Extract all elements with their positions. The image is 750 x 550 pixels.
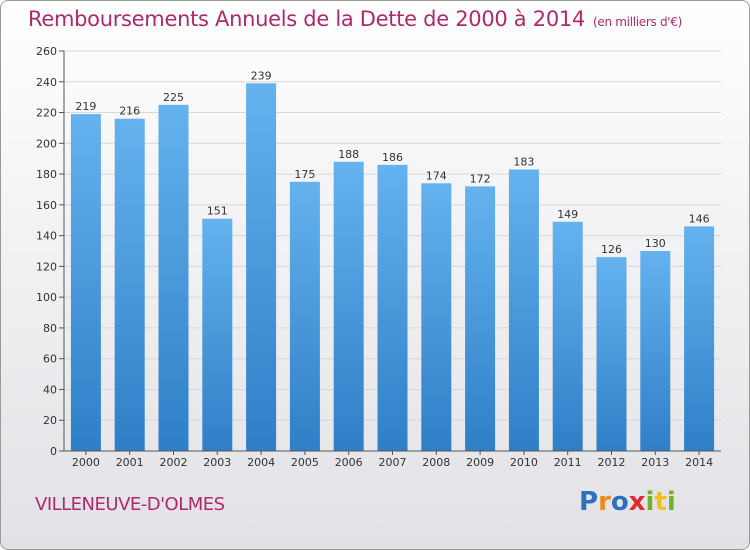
- y-tick-label: 80: [43, 322, 57, 335]
- bars: [70, 83, 715, 452]
- logo-letter: i: [666, 487, 676, 517]
- x-tick-label: 2014: [685, 456, 713, 469]
- chart-title: Remboursements Annuels de la Dette de 20…: [28, 7, 682, 31]
- bar-2005: [289, 181, 320, 451]
- x-tick-label: 2001: [116, 456, 144, 469]
- y-tick-label: 120: [36, 260, 57, 273]
- bar-2010: [508, 169, 539, 451]
- y-tick-label: 260: [36, 45, 57, 58]
- bar-2011: [552, 221, 583, 451]
- bar-2003: [202, 218, 233, 451]
- value-label-2007: 186: [382, 151, 403, 164]
- value-label-2013: 130: [645, 237, 666, 250]
- bar-2000: [70, 114, 101, 452]
- bar-2009: [465, 186, 496, 451]
- y-tick-label: 180: [36, 168, 57, 181]
- logo-letter: o: [610, 487, 629, 517]
- chart-subtitle: (en milliers d'€): [593, 15, 683, 29]
- y-tick-label: 240: [36, 76, 57, 89]
- y-tick-label: 100: [36, 291, 57, 304]
- x-tick-label: 2011: [554, 456, 582, 469]
- value-label-2002: 225: [163, 91, 184, 104]
- bar-2014: [684, 226, 715, 451]
- x-tick-label: 2013: [641, 456, 669, 469]
- value-label-2012: 126: [601, 243, 622, 256]
- logo-letter: r: [598, 487, 611, 517]
- x-tick-label: 2002: [160, 456, 188, 469]
- bar-2002: [158, 104, 189, 451]
- x-tick-label: 2007: [379, 456, 407, 469]
- logo-letter: x: [628, 487, 646, 517]
- axes: [59, 50, 721, 455]
- bar-2004: [246, 83, 277, 452]
- commune-name: VILLENEUVE-D'OLMES: [35, 494, 225, 515]
- value-label-2009: 172: [470, 172, 491, 185]
- y-tick-label: 220: [36, 107, 57, 120]
- x-tick-label: 2010: [510, 456, 538, 469]
- y-tick-label: 200: [36, 137, 57, 150]
- x-tick-label: 2000: [72, 456, 100, 469]
- bar-2007: [377, 164, 408, 451]
- y-tick-label: 140: [36, 230, 57, 243]
- x-tick-label: 2004: [247, 456, 275, 469]
- value-label-2001: 216: [119, 105, 140, 118]
- x-tick-label: 2008: [422, 456, 450, 469]
- x-tick-label: 2006: [335, 456, 363, 469]
- bar-2001: [114, 118, 145, 451]
- value-label-2003: 151: [207, 205, 228, 218]
- y-tick-label: 60: [43, 353, 57, 366]
- bar-2013: [640, 251, 671, 451]
- value-label-2004: 239: [251, 69, 272, 82]
- chart-title-text: Remboursements Annuels de la Dette de 20…: [28, 7, 585, 31]
- logo-letter: P: [579, 487, 599, 517]
- y-tick-label: 0: [50, 445, 57, 458]
- x-tick-label: 2009: [466, 456, 494, 469]
- value-label-2006: 188: [338, 148, 359, 161]
- proxiti-logo: Proxiti: [579, 487, 676, 517]
- value-label-2014: 146: [689, 212, 710, 225]
- y-tick-label: 160: [36, 199, 57, 212]
- bar-2012: [596, 257, 627, 451]
- value-label-2005: 175: [294, 168, 315, 181]
- x-tick-label: 2003: [203, 456, 231, 469]
- bar-2006: [333, 161, 364, 451]
- bar-2008: [421, 183, 452, 452]
- logo-letter: t: [654, 487, 667, 517]
- logo-letter: i: [645, 487, 655, 517]
- y-tick-label: 40: [43, 383, 57, 396]
- value-label-2010: 183: [513, 155, 534, 168]
- value-label-2000: 219: [75, 100, 96, 113]
- y-tick-label: 20: [43, 414, 57, 427]
- value-label-2008: 174: [426, 169, 447, 182]
- x-tick-label: 2012: [598, 456, 626, 469]
- labels: 0 20 40 60 80 100 120 140 160 180 200 220 240 260 2000…: [36, 45, 713, 469]
- x-tick-label: 2005: [291, 456, 319, 469]
- value-label-2011: 149: [557, 208, 578, 221]
